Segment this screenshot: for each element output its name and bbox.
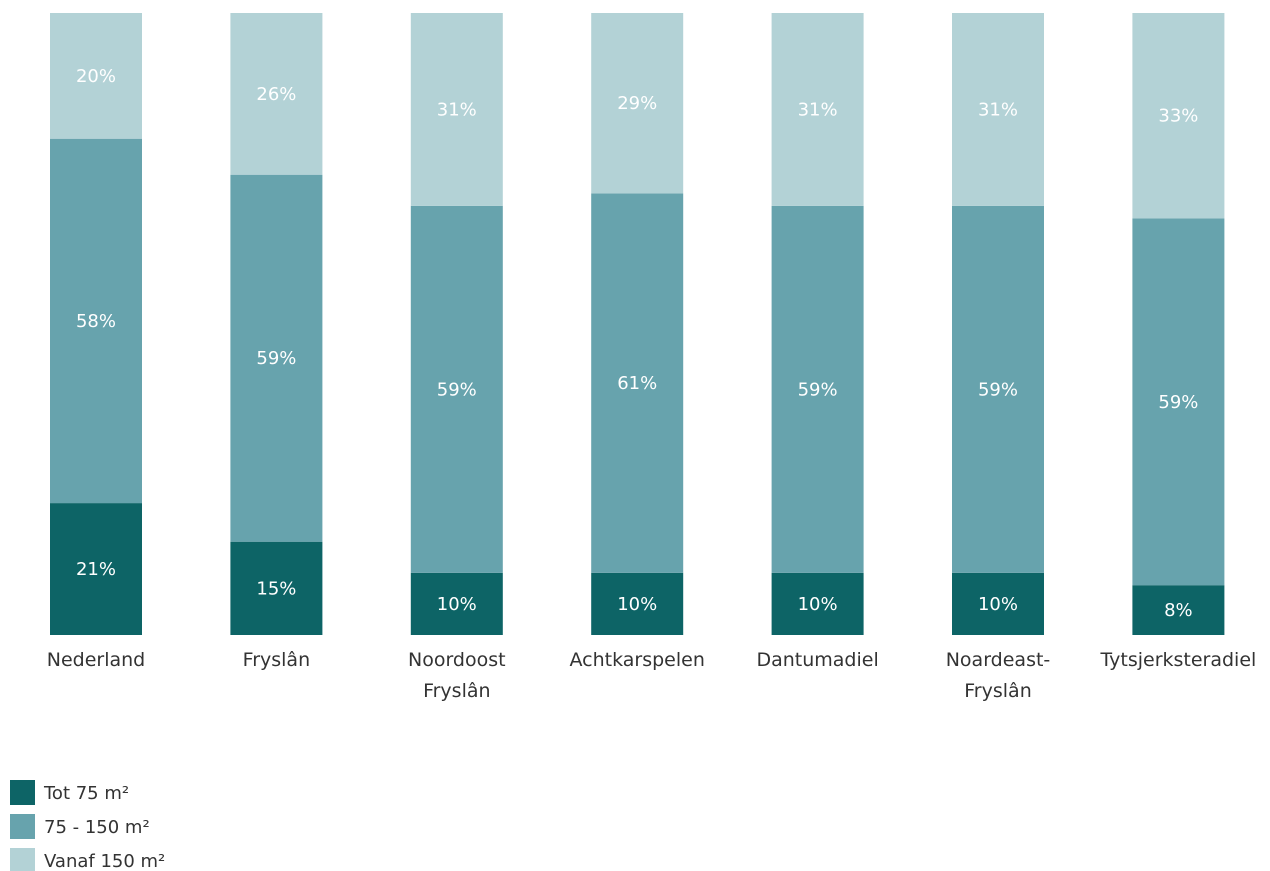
bar-segment [952,205,1044,573]
bar-segment [1132,585,1225,635]
data-label: 20% [76,66,116,87]
category-label: Fryslân [243,649,310,671]
data-label: 29% [617,93,657,114]
bar-segment [50,138,142,504]
bar-segment [591,13,684,194]
bar-segment [230,174,323,542]
legend-swatch [10,814,35,839]
bar-segment [410,205,503,573]
data-label: 31% [978,99,1018,120]
bar-segment [771,13,864,206]
bars-group [50,13,1225,635]
data-label: 10% [978,594,1018,615]
data-label: 61% [617,373,657,394]
category-label: Dantumadiel [756,649,878,671]
bar-segment [230,13,323,175]
category-label: Achtkarspelen [570,649,705,671]
data-label: 21% [76,559,116,580]
data-label: 59% [256,348,296,369]
bar-segment [230,541,323,635]
category-label: Noardeast-Fryslân [946,649,1051,702]
data-label: 33% [1158,106,1198,127]
legend-swatch [10,780,35,805]
data-label: 59% [798,379,838,400]
data-label: 31% [798,99,838,120]
data-label: 59% [978,379,1018,400]
data-label: 15% [256,578,296,599]
bar-segment [1132,218,1225,586]
bar-segment [591,572,684,635]
category-label: Tytsjerksteradiel [1099,649,1256,671]
bar-segment [591,193,684,573]
category-labels-group: Nederland Fryslân Noordoost Fryslân Achtkars… [47,649,1257,702]
data-label: 59% [1158,392,1198,413]
data-label: 26% [256,84,296,105]
bar-segment [952,572,1044,635]
bar-segment [952,13,1044,206]
data-label: 31% [437,99,477,120]
category-label: Nederland [47,649,146,671]
data-label: 58% [76,311,116,332]
data-label: 10% [437,594,477,615]
bar-segment [410,13,503,206]
data-label: 10% [798,594,838,615]
category-label: Noordoost Fryslân [408,649,506,702]
bar-segment [50,503,142,635]
legend-label: 75 - 150 m² [44,817,150,838]
legend-label: Tot 75 m² [43,783,129,804]
data-label: 59% [437,379,477,400]
legend-swatch [10,848,35,871]
bar-segment [50,13,142,139]
data-label: 10% [617,594,657,615]
bar-segment [410,572,503,635]
legend-label: Vanaf 150 m² [44,851,165,871]
bar-segment [771,572,864,635]
data-label: 8% [1164,600,1193,621]
data-labels-group: 21% 58% 20% 15% 59% 26% 10% 59% 31% 10% 61% 29% 10% 5… [76,66,1198,621]
legend: Tot 75 m² 75 - 150 m² Vanaf 150 m² [10,780,165,871]
bar-segment [1132,13,1225,219]
bar-segment [771,205,864,573]
